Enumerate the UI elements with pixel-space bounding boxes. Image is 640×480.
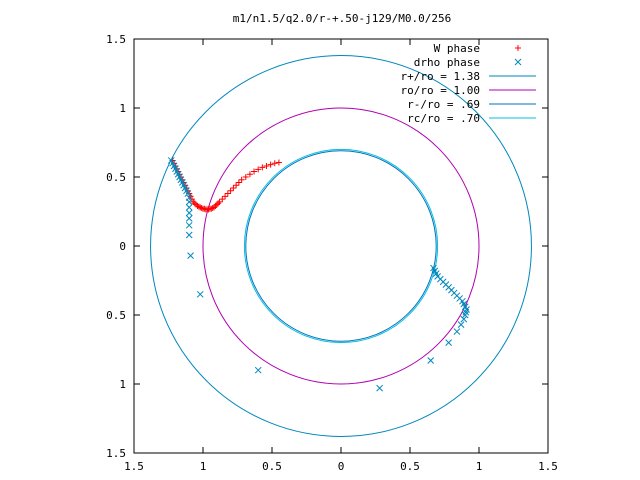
x-tick-label: 1 bbox=[200, 460, 207, 473]
w-phase-point bbox=[213, 201, 220, 208]
w-phase-point bbox=[205, 206, 212, 213]
w-phase-point bbox=[255, 166, 262, 173]
w-phase-point bbox=[230, 185, 237, 192]
w-phase-point bbox=[238, 176, 245, 183]
drho-phase-point bbox=[185, 231, 193, 239]
w-phase-point bbox=[251, 168, 258, 175]
drho-phase-point bbox=[376, 384, 383, 392]
legend-label: W phase bbox=[434, 42, 480, 55]
chart-title: m1/n1.5/q2.0/r-+.50-j129/M0.0/256 bbox=[233, 12, 452, 25]
w-phase-point bbox=[267, 161, 274, 168]
x-tick-label: 1 bbox=[476, 460, 483, 473]
w-phase-point bbox=[195, 203, 202, 210]
legend-marker bbox=[515, 45, 521, 51]
y-tick-label: 0.5 bbox=[106, 309, 126, 322]
y-tick-label: 0 bbox=[119, 240, 126, 253]
drho-phase-point bbox=[185, 221, 193, 229]
drho-phase-point bbox=[196, 290, 204, 298]
w-phase-point bbox=[197, 204, 204, 211]
w-phase-point bbox=[216, 198, 223, 205]
w-phase-point bbox=[212, 202, 219, 209]
drho-phase-point bbox=[460, 315, 468, 323]
w-phase-point bbox=[233, 182, 240, 189]
drho-phase-point bbox=[430, 264, 437, 272]
plot-frame bbox=[133, 38, 549, 454]
w-phase-point bbox=[201, 205, 208, 212]
x-tick-label: 0.5 bbox=[400, 460, 420, 473]
drho-phase-point bbox=[185, 215, 193, 222]
w-phase-point bbox=[191, 200, 198, 207]
w-phase-point bbox=[215, 200, 222, 207]
y-tick-label: 1.5 bbox=[106, 447, 126, 460]
axis-ticks: 1.5 1 0.5 0 0.5 1 1.51.510.500.511.5 bbox=[106, 33, 558, 473]
legend-label: ro/ro = 1.00 bbox=[401, 84, 480, 97]
drho-phase-point bbox=[187, 252, 194, 260]
w-phase-point bbox=[219, 196, 226, 203]
drho-phase-point bbox=[254, 366, 262, 374]
w-phase-point bbox=[246, 171, 253, 178]
x-tick-label: 1.5 bbox=[124, 460, 144, 473]
circle-series-line bbox=[245, 150, 437, 342]
legend-label: r-/ro = .69 bbox=[407, 98, 480, 111]
legend-label: r+/ro = 1.38 bbox=[401, 70, 480, 83]
w-phase-point bbox=[242, 174, 249, 180]
circle-series bbox=[150, 55, 532, 437]
x-tick-label: 1.5 bbox=[538, 460, 558, 473]
w-phase-point bbox=[235, 179, 242, 186]
drho-phase-point bbox=[185, 209, 193, 217]
drho-phase-point bbox=[445, 339, 452, 346]
legend-marker bbox=[514, 58, 522, 66]
x-tick-label: 0 bbox=[338, 460, 345, 473]
w-phase-point bbox=[263, 162, 270, 169]
w-phase-point bbox=[227, 187, 234, 194]
w-phase-point bbox=[224, 190, 231, 197]
y-tick-label: 1 bbox=[119, 378, 126, 391]
drho-phase-point bbox=[185, 198, 193, 206]
drho-phase-point bbox=[185, 204, 193, 211]
w-phase-point bbox=[190, 198, 197, 205]
w-phase-point bbox=[194, 202, 201, 209]
circle-series-line bbox=[150, 55, 532, 437]
y-tick-label: 1.5 bbox=[106, 33, 126, 46]
drho-phase-point bbox=[453, 328, 461, 335]
w-phase-point bbox=[208, 205, 215, 212]
x-tick-label: 0.5 bbox=[262, 460, 282, 473]
w-phase-point bbox=[259, 164, 266, 171]
w-phase-point bbox=[211, 204, 218, 211]
w-phase-point bbox=[271, 160, 278, 167]
circle-series-line bbox=[202, 107, 480, 385]
point-series bbox=[167, 157, 470, 392]
w-phase-point bbox=[222, 193, 229, 200]
w-phase-point bbox=[198, 205, 205, 212]
w-phase-point bbox=[275, 159, 282, 166]
drho-phase-point bbox=[427, 357, 435, 364]
circle-series-line bbox=[243, 148, 439, 344]
legend-label: drho phase bbox=[414, 56, 480, 69]
y-tick-label: 1 bbox=[119, 102, 126, 115]
drho-phase-point bbox=[457, 321, 465, 329]
legend-label: rc/ro = .70 bbox=[407, 112, 480, 125]
drho-phase-point bbox=[184, 190, 192, 197]
y-tick-label: 0.5 bbox=[106, 171, 126, 184]
